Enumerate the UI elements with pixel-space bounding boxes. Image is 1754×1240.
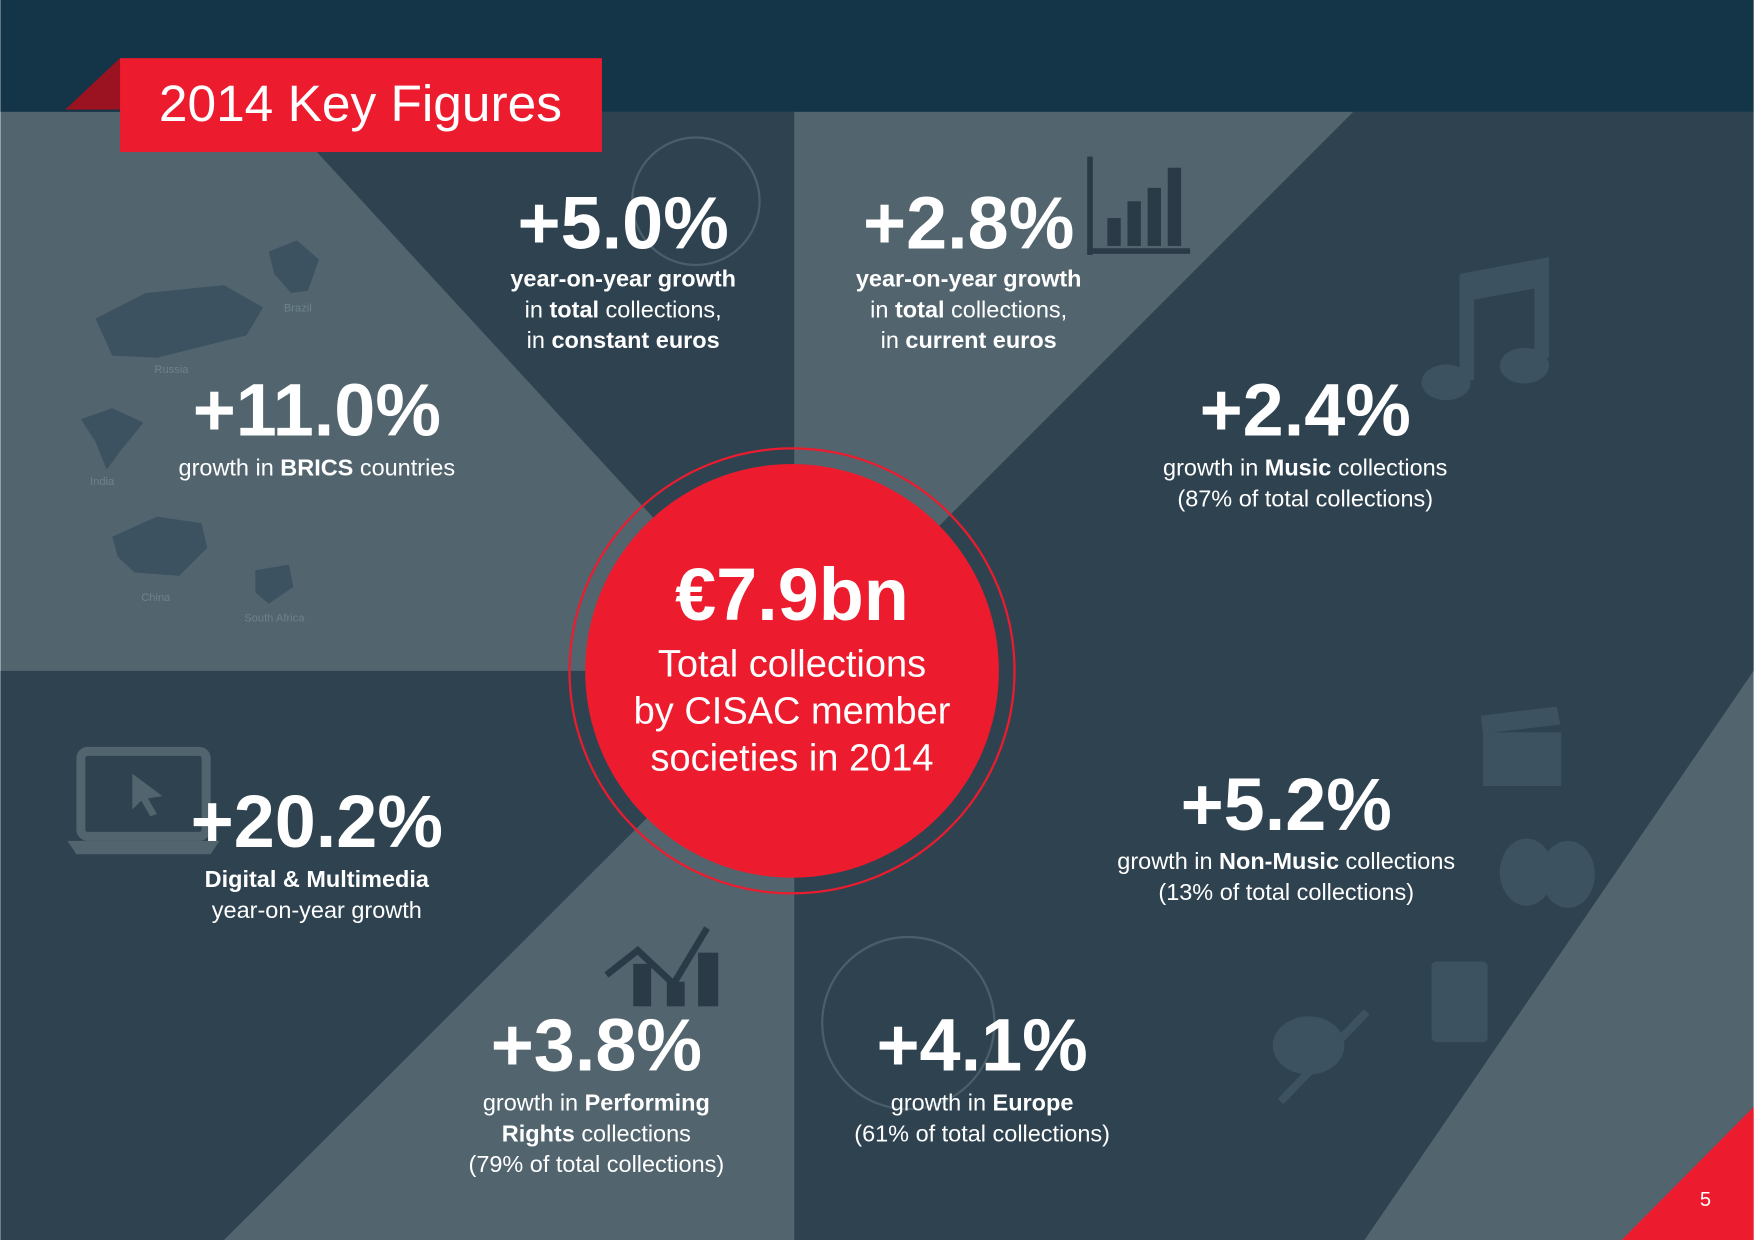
map-labels: Brazil Russia India China South Africa [90, 303, 312, 625]
text-part: Performing [585, 1090, 710, 1116]
text-part: in [881, 327, 906, 353]
panel [794, 111, 1754, 671]
stat-description: year-on-year growth [856, 266, 1082, 292]
center-circle [585, 464, 999, 878]
text-part: collections, [945, 297, 1068, 323]
stat-description: Rights collections [502, 1121, 691, 1147]
text-part: year-on-year growth [856, 266, 1082, 292]
stat-description: growth in Music collections [1163, 455, 1447, 481]
text-part: growth in [1163, 455, 1265, 481]
page-title: 2014 Key Figures [159, 74, 562, 132]
ring [568, 447, 1016, 895]
chart-icon [1087, 156, 1191, 255]
stat-description: (13% of total collections) [1158, 879, 1414, 905]
map-icon [80, 240, 320, 604]
stat-value: +2.4% [1200, 368, 1411, 451]
text-part: BRICS [280, 455, 353, 481]
map-label: Brazil [284, 303, 312, 315]
text-part: Digital & Multimedia [205, 866, 430, 892]
stat-description: growth in Europe [891, 1090, 1074, 1116]
text-part: in [527, 327, 552, 353]
masks-icon [1499, 838, 1595, 908]
music-icon [1421, 257, 1549, 401]
text-part: in [525, 297, 550, 323]
center-line: by CISAC member [634, 690, 951, 732]
map-label: India [90, 476, 115, 488]
stat-description: in constant euros [527, 327, 720, 353]
text-part: constant euros [551, 327, 719, 353]
text-part: growth in [179, 455, 281, 481]
text-part: (79% of total collections) [469, 1151, 725, 1177]
icons [67, 136, 1595, 1111]
text-part: Europe [993, 1090, 1074, 1116]
text-part: collections, [599, 297, 722, 323]
stat-description: in total collections, [525, 297, 722, 323]
text-part: Music [1265, 455, 1332, 481]
text-part: collections [1339, 848, 1455, 874]
map-label: South Africa [244, 612, 305, 624]
text-part: countries [353, 455, 455, 481]
center-line: Total collections [658, 643, 926, 685]
stat-description: year-on-year growth [510, 266, 736, 292]
stat-description: growth in BRICS countries [179, 455, 456, 481]
center-value: €7.9bn [675, 553, 909, 636]
stat-description: Digital & Multimedia [205, 866, 430, 892]
text-part: year-on-year growth [212, 897, 422, 923]
stat-value: +3.8% [491, 1004, 702, 1087]
text-part: growth in [891, 1090, 993, 1116]
map-label: China [141, 592, 171, 604]
stat-description: (87% of total collections) [1177, 486, 1433, 512]
text-part: year-on-year growth [510, 266, 736, 292]
page-number: 5 [1700, 1189, 1711, 1211]
stat-value: +5.0% [518, 182, 729, 265]
title-fold [65, 58, 121, 110]
text-part: collections [1331, 455, 1447, 481]
globe-icon [631, 136, 761, 267]
text-part: growth in [483, 1090, 585, 1116]
clapper-icon [1480, 706, 1562, 787]
stat-description: growth in Performing [483, 1090, 710, 1116]
stat-description: in total collections, [870, 297, 1067, 323]
stat-value: +4.1% [876, 1004, 1087, 1087]
stat-description: growth in Non-Music collections [1117, 848, 1455, 874]
palette-icon [1272, 1009, 1370, 1105]
stat-value: +11.0% [193, 368, 441, 451]
text-part: collections [575, 1121, 691, 1147]
text-part: (87% of total collections) [1177, 486, 1433, 512]
text-part: current euros [905, 327, 1056, 353]
corner [1621, 1106, 1754, 1240]
stat-description: (61% of total collections) [854, 1121, 1110, 1147]
map-label: Russia [154, 364, 189, 376]
text-part: in [870, 297, 895, 323]
stat-description: in current euros [881, 327, 1057, 353]
text-part: Non-Music [1219, 848, 1339, 874]
title-box [120, 58, 602, 153]
globe-icon [821, 935, 996, 1111]
stat-description: (79% of total collections) [469, 1151, 725, 1177]
text-part: (13% of total collections) [1158, 879, 1414, 905]
text-part: (61% of total collections) [854, 1121, 1110, 1147]
stat-value: +20.2% [191, 780, 443, 863]
center-line: societies in 2014 [650, 737, 933, 779]
book-icon [1431, 961, 1488, 1043]
text-part: total [549, 297, 599, 323]
stat-value: +5.2% [1181, 763, 1392, 846]
text-part: Rights [502, 1121, 575, 1147]
text-part: growth in [1117, 848, 1219, 874]
stat-value: +2.8% [863, 182, 1074, 265]
text-part: total [895, 297, 945, 323]
panel [794, 670, 1754, 1240]
laptop-icon [67, 746, 220, 855]
stat-description: year-on-year growth [212, 897, 422, 923]
panel [0, 670, 795, 1240]
bars-icon [604, 926, 719, 1007]
